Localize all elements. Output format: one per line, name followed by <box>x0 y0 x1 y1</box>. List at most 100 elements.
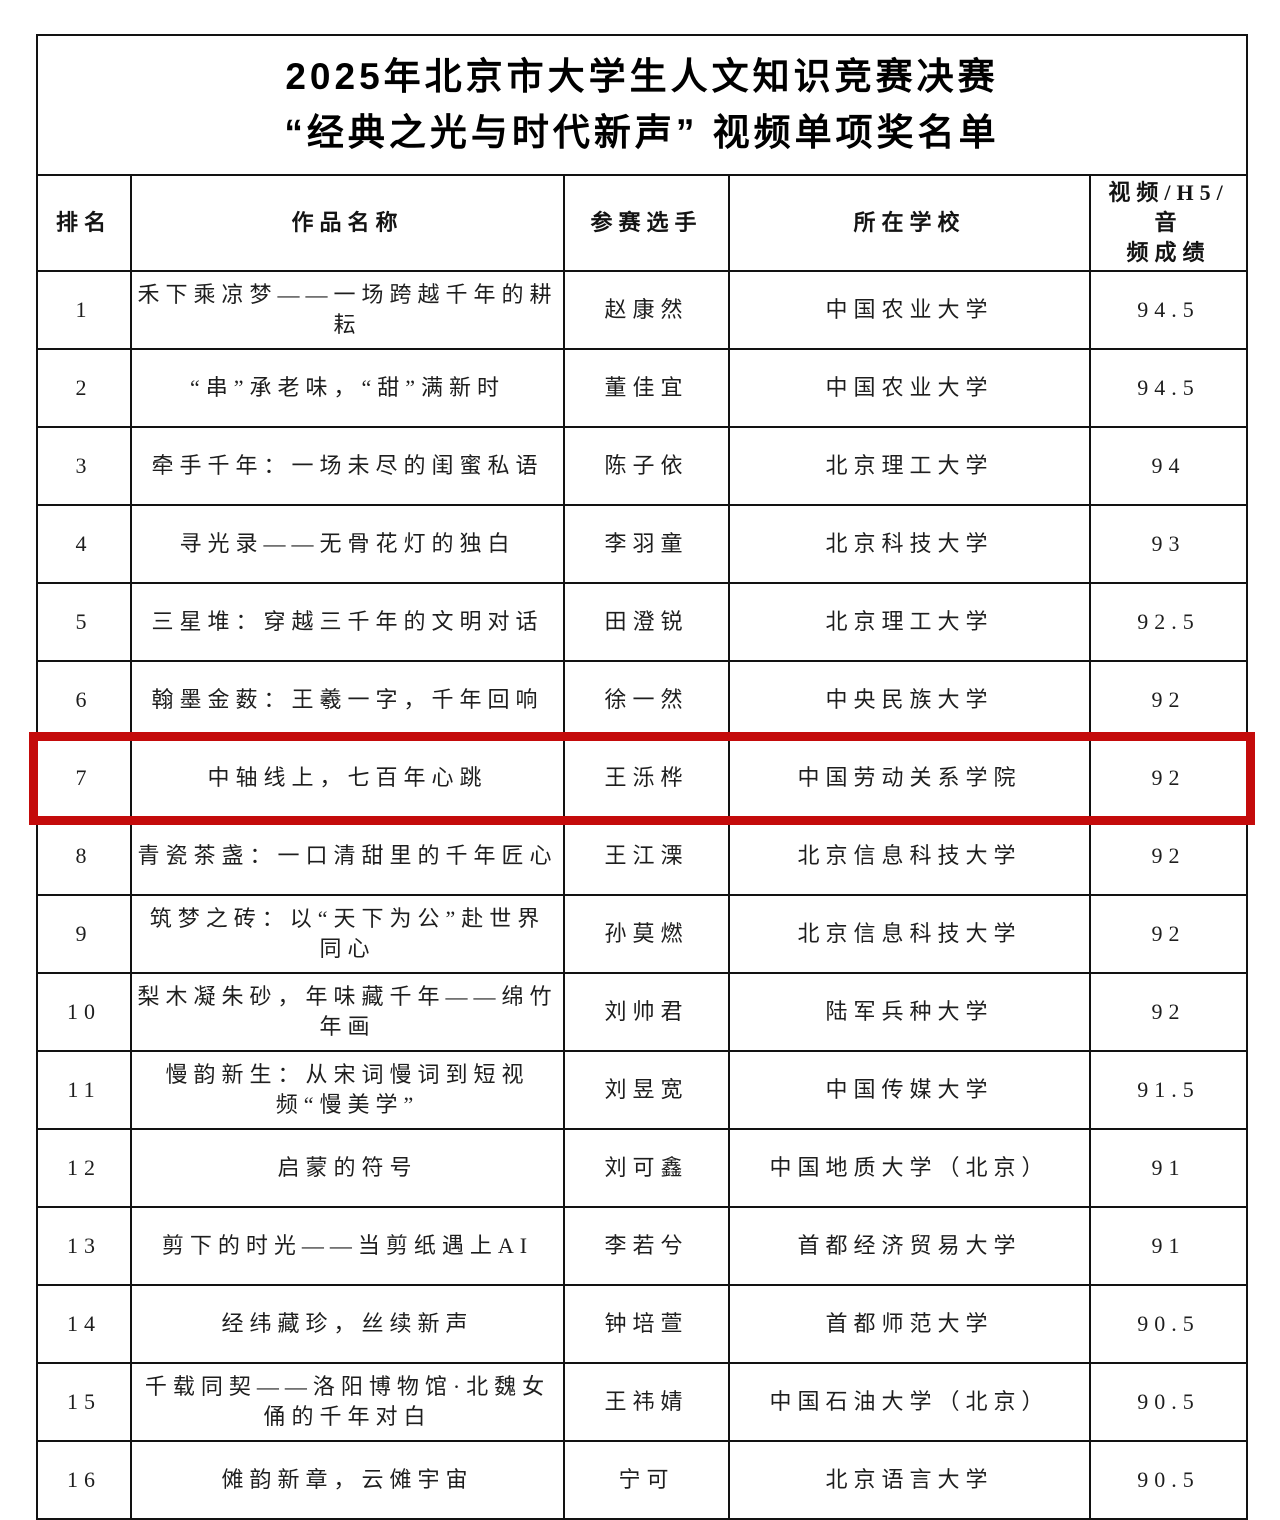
table-row: 8 青瓷茶盏：一口清甜里的千年匠心 王江溧 北京信息科技大学 92 <box>36 816 1249 896</box>
table-row: 16 傩韵新章，云傩宇宙 宁可 北京语言大学 90.5 <box>36 1440 1249 1520</box>
score-cell: 94 <box>1088 426 1249 506</box>
rank-cell: 13 <box>36 1206 132 1286</box>
work-title-cell: 经纬藏珍，丝续新声 <box>130 1284 565 1364</box>
table-row: 1 禾下乘凉梦——一场跨越千年的耕耘 赵康然 中国农业大学 94.5 <box>36 270 1249 350</box>
contestant-cell: 钟培萱 <box>563 1284 730 1364</box>
title-row: 2025年北京市大学生人文知识竞赛决赛 “经典之光与时代新声” 视频单项奖名单 <box>35 34 1249 176</box>
table-row: 6 翰墨金薮：王羲一字，千年回响 徐一然 中央民族大学 92 <box>36 660 1249 740</box>
score-cell: 92 <box>1088 894 1249 974</box>
rank-cell: 15 <box>36 1362 132 1442</box>
school-cell: 中国劳动关系学院 <box>728 738 1091 818</box>
work-title-cell: 梨木凝朱砂，年味藏千年——绵竹年画 <box>130 972 565 1052</box>
score-cell: 90.5 <box>1088 1440 1249 1520</box>
score-cell: 92 <box>1088 660 1249 740</box>
page-title-line1: 2025年北京市大学生人文知识竞赛决赛 <box>285 56 999 97</box>
score-cell: 94.5 <box>1088 270 1249 350</box>
table-row: 15 千载同契——洛阳博物馆·北魏女俑的千年对白 王祎婧 中国石油大学（北京） … <box>36 1362 1249 1442</box>
contestant-cell: 赵康然 <box>563 270 730 350</box>
rank-cell: 16 <box>36 1440 132 1520</box>
work-title-cell: 翰墨金薮：王羲一字，千年回响 <box>130 660 565 740</box>
contestant-cell: 王祎婧 <box>563 1362 730 1442</box>
column-header-contestant: 参赛选手 <box>563 174 730 272</box>
rank-cell: 9 <box>36 894 132 974</box>
score-cell: 92 <box>1088 972 1249 1052</box>
work-title-cell: 慢韵新生：从宋词慢词到短视频“慢美学” <box>130 1050 565 1130</box>
score-cell: 91 <box>1088 1206 1249 1286</box>
school-cell: 中央民族大学 <box>728 660 1091 740</box>
table-row: 13 剪下的时光——当剪纸遇上AI 李若兮 首都经济贸易大学 91 <box>36 1206 1249 1286</box>
table-header-row: 排名 作品名称 参赛选手 所在学校 视频/H5/音 频成绩 <box>36 174 1249 272</box>
school-cell: 首都经济贸易大学 <box>728 1206 1091 1286</box>
school-cell: 首都师范大学 <box>728 1284 1091 1364</box>
score-cell: 91.5 <box>1088 1050 1249 1130</box>
contestant-cell: 李羽童 <box>563 504 730 584</box>
rank-cell: 2 <box>36 348 132 428</box>
school-cell: 中国农业大学 <box>728 270 1091 350</box>
column-header-work-title: 作品名称 <box>130 174 565 272</box>
column-header-score: 视频/H5/音 频成绩 <box>1088 174 1249 272</box>
school-cell: 北京信息科技大学 <box>728 816 1091 896</box>
table-row: 12 启蒙的符号 刘可鑫 中国地质大学（北京） 91 <box>36 1128 1249 1208</box>
rank-cell: 7 <box>36 738 132 818</box>
contestant-cell: 陈子依 <box>563 426 730 506</box>
work-title-cell: 三星堆：穿越三千年的文明对话 <box>130 582 565 662</box>
work-title-cell: 青瓷茶盏：一口清甜里的千年匠心 <box>130 816 565 896</box>
table-row: 11 慢韵新生：从宋词慢词到短视频“慢美学” 刘昱宽 中国传媒大学 91.5 <box>36 1050 1249 1130</box>
score-cell: 92.5 <box>1088 582 1249 662</box>
table-row: 3 牵手千年：一场未尽的闺蜜私语 陈子依 北京理工大学 94 <box>36 426 1249 506</box>
work-title-cell: 傩韵新章，云傩宇宙 <box>130 1440 565 1520</box>
school-cell: 中国地质大学（北京） <box>728 1128 1091 1208</box>
school-cell: 中国传媒大学 <box>728 1050 1091 1130</box>
table-row: 4 寻光录——无骨花灯的独白 李羽童 北京科技大学 93 <box>36 504 1249 584</box>
work-title-cell: 禾下乘凉梦——一场跨越千年的耕耘 <box>130 270 565 350</box>
contestant-cell: 刘可鑫 <box>563 1128 730 1208</box>
rank-cell: 5 <box>36 582 132 662</box>
work-title-cell: 寻光录——无骨花灯的独白 <box>130 504 565 584</box>
school-cell: 北京理工大学 <box>728 426 1091 506</box>
rank-cell: 12 <box>36 1128 132 1208</box>
table-row: 2 “串”承老味，“甜”满新时 董佳宜 中国农业大学 94.5 <box>36 348 1249 428</box>
rank-cell: 11 <box>36 1050 132 1130</box>
rank-cell: 8 <box>36 816 132 896</box>
score-cell: 91 <box>1088 1128 1249 1208</box>
table-row: 10 梨木凝朱砂，年味藏千年——绵竹年画 刘帅君 陆军兵种大学 92 <box>36 972 1249 1052</box>
rank-cell: 1 <box>36 270 132 350</box>
score-cell: 93 <box>1088 504 1249 584</box>
column-header-rank: 排名 <box>36 174 132 272</box>
table-row: 14 经纬藏珍，丝续新声 钟培萱 首都师范大学 90.5 <box>36 1284 1249 1364</box>
work-title-cell: 启蒙的符号 <box>130 1128 565 1208</box>
school-cell: 北京信息科技大学 <box>728 894 1091 974</box>
page-title-line2: “经典之光与时代新声” 视频单项奖名单 <box>284 112 1000 153</box>
score-cell: 92 <box>1088 738 1249 818</box>
score-cell: 94.5 <box>1088 348 1249 428</box>
rank-cell: 4 <box>36 504 132 584</box>
column-header-school: 所在学校 <box>728 174 1091 272</box>
rank-cell: 14 <box>36 1284 132 1364</box>
work-title-cell: 千载同契——洛阳博物馆·北魏女俑的千年对白 <box>130 1362 565 1442</box>
score-cell: 90.5 <box>1088 1284 1249 1364</box>
table-row: 5 三星堆：穿越三千年的文明对话 田澄锐 北京理工大学 92.5 <box>36 582 1249 662</box>
score-cell: 90.5 <box>1088 1362 1249 1442</box>
table-row: 9 筑梦之砖：以“天下为公”赴世界同心 孙莫燃 北京信息科技大学 92 <box>36 894 1249 974</box>
work-title-cell: “串”承老味，“甜”满新时 <box>130 348 565 428</box>
rank-cell: 10 <box>36 972 132 1052</box>
contestant-cell: 王泺桦 <box>563 738 730 818</box>
document-title-cell: 2025年北京市大学生人文知识竞赛决赛 “经典之光与时代新声” 视频单项奖名单 <box>35 34 1249 176</box>
score-cell: 92 <box>1088 816 1249 896</box>
contestant-cell: 王江溧 <box>563 816 730 896</box>
contestant-cell: 刘昱宽 <box>563 1050 730 1130</box>
work-title-cell: 牵手千年：一场未尽的闺蜜私语 <box>130 426 565 506</box>
school-cell: 北京科技大学 <box>728 504 1091 584</box>
work-title-cell: 筑梦之砖：以“天下为公”赴世界同心 <box>130 894 565 974</box>
rank-cell: 3 <box>36 426 132 506</box>
school-cell: 北京语言大学 <box>728 1440 1091 1520</box>
contestant-cell: 田澄锐 <box>563 582 730 662</box>
award-results-table: 2025年北京市大学生人文知识竞赛决赛 “经典之光与时代新声” 视频单项奖名单 … <box>35 34 1249 1520</box>
contestant-cell: 李若兮 <box>563 1206 730 1286</box>
rank-cell: 6 <box>36 660 132 740</box>
contestant-cell: 徐一然 <box>563 660 730 740</box>
school-cell: 北京理工大学 <box>728 582 1091 662</box>
school-cell: 陆军兵种大学 <box>728 972 1091 1052</box>
work-title-cell: 中轴线上，七百年心跳 <box>130 738 565 818</box>
